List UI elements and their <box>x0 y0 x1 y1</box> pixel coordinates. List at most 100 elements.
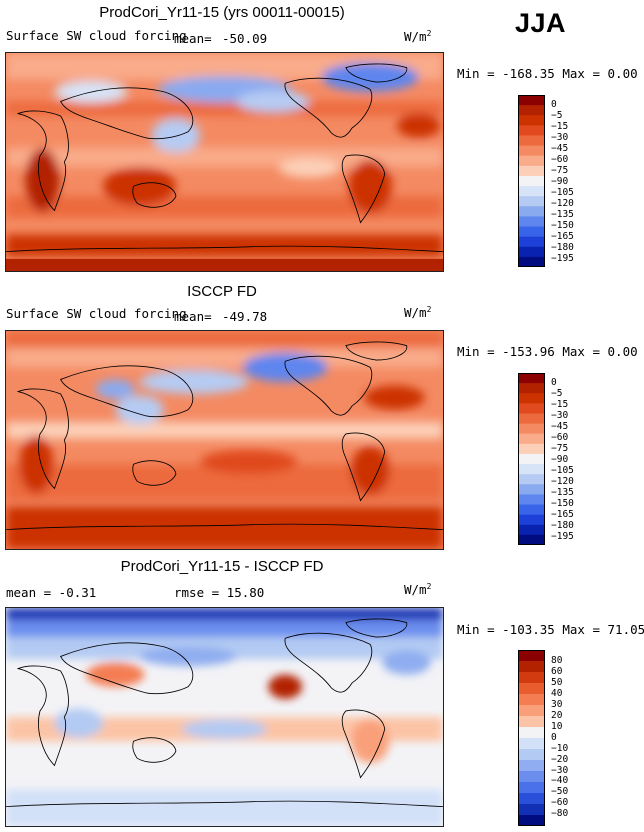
colorbar-tick: −60 <box>551 154 569 165</box>
panel-2-minmax: Min = -153.96 Max = 0.00 <box>457 344 638 359</box>
panel-1-subtitle: Surface SW cloud forcing <box>6 28 187 43</box>
panel-3-title: ProdCori_Yr11-15 - ISCCP FD <box>120 558 324 575</box>
colorbar-swatch <box>518 393 545 404</box>
colorbar-tick: −75 <box>551 165 569 176</box>
panel-1-colorbar <box>518 95 545 267</box>
colorbar-swatch <box>518 672 545 684</box>
panel-1-units: W/m2 <box>404 29 432 45</box>
panel-2-title: ISCCP FD <box>187 283 257 300</box>
panel-2-colorbar-labels: 0 −5 −15 −30 −45 −60 −75 −90 −105 −120 −… <box>551 377 574 542</box>
colorbar-tick: −105 <box>551 465 574 476</box>
colorbar-swatch <box>518 749 545 761</box>
panel-2-mean-label: mean= <box>174 309 212 324</box>
colorbar-swatch <box>518 524 545 536</box>
panel-1-mean-label: mean= <box>174 31 212 46</box>
colorbar-swatch <box>518 504 545 516</box>
colorbar-swatch <box>518 226 545 238</box>
colorbar-swatch <box>518 403 545 414</box>
colorbar-swatch <box>518 474 545 485</box>
panel-3-colorbar-labels: 80 60 50 40 30 20 10 0 −10 −20 −30 −40 −… <box>551 655 569 820</box>
panel-3-minmax: Min = -103.35 Max = 71.05 <box>457 622 644 637</box>
colorbar-tick: −40 <box>551 775 569 787</box>
colorbar-tick: 80 <box>551 655 563 666</box>
colorbar-tick: −15 <box>551 399 569 410</box>
colorbar-tick: −30 <box>551 132 569 143</box>
colorbar-swatch <box>518 804 545 816</box>
panel-3-rmse: rmse = 15.80 <box>174 585 265 600</box>
panel-1-map <box>5 52 444 272</box>
colorbar-swatch <box>518 105 545 116</box>
colorbar-swatch <box>518 145 545 157</box>
colorbar-tick: −180 <box>551 520 574 531</box>
colorbar-swatch <box>518 534 545 545</box>
colorbar-tick: −45 <box>551 143 569 154</box>
colorbar-swatch <box>518 683 545 695</box>
colorbar-swatch <box>518 216 545 228</box>
panel-2-map <box>5 330 444 550</box>
colorbar-swatch <box>518 206 545 217</box>
colorbar-swatch <box>518 484 545 495</box>
colorbar-tick: −45 <box>551 421 569 432</box>
colorbar-swatch <box>518 650 545 662</box>
colorbar-swatch <box>518 115 545 126</box>
colorbar-swatch <box>518 782 545 794</box>
panel-3-mean: mean = -0.31 <box>6 585 97 600</box>
colorbar-tick: −80 <box>551 808 569 820</box>
colorbar-tick: 0 <box>551 99 557 110</box>
season-label: JJA <box>515 8 567 38</box>
colorbar-swatch <box>518 443 545 455</box>
colorbar-swatch <box>518 186 545 197</box>
colorbar-swatch <box>518 514 545 526</box>
panel-1-mean-value: -50.09 <box>222 31 268 46</box>
colorbar-border <box>518 95 545 267</box>
colorbar-swatch <box>518 413 545 425</box>
colorbar-tick: −30 <box>551 764 569 776</box>
colorbar-tick: −135 <box>551 209 574 220</box>
colorbar-tick: −20 <box>551 753 569 765</box>
colorbar-swatch <box>518 165 545 177</box>
colorbar-swatch <box>518 95 545 106</box>
colorbar-swatch <box>518 760 545 772</box>
colorbar-tick: −105 <box>551 187 574 198</box>
colorbar-swatch <box>518 727 545 739</box>
colorbar-tick: −195 <box>551 253 574 264</box>
colorbar-tick: −120 <box>551 198 574 209</box>
colorbar-tick: −60 <box>551 432 569 443</box>
colorbar-swatch <box>518 433 545 445</box>
panel-3-colorbar <box>518 650 545 826</box>
colorbar-swatch <box>518 373 545 384</box>
colorbar-border <box>518 373 545 545</box>
colorbar-tick: 60 <box>551 665 563 677</box>
colorbar-tick: 30 <box>551 698 563 710</box>
colorbar-border <box>518 650 545 826</box>
panel-1-minmax: Min = -168.35 Max = 0.00 <box>457 66 638 81</box>
colorbar-swatch <box>518 423 545 435</box>
colorbar-swatch <box>518 236 545 248</box>
colorbar-swatch <box>518 383 545 394</box>
colorbar-swatch <box>518 464 545 475</box>
colorbar-tick: −90 <box>551 176 569 187</box>
colorbar-tick: −50 <box>551 786 569 798</box>
colorbar-swatch <box>518 196 545 207</box>
colorbar-tick: −165 <box>551 509 574 520</box>
colorbar-tick: 20 <box>551 709 563 721</box>
colorbar-tick: 50 <box>551 676 563 688</box>
panel-1-colorbar-labels: 0 −5 −15 −30 −45 −60 −75 −90 −105 −120 −… <box>551 99 574 264</box>
colorbar-swatch <box>518 494 545 506</box>
colorbar-tick: −15 <box>551 121 569 132</box>
colorbar-tick: 40 <box>551 687 563 699</box>
colorbar-tick: −75 <box>551 443 569 454</box>
colorbar-swatch <box>518 661 545 673</box>
colorbar-tick: 0 <box>551 377 557 388</box>
colorbar-swatch <box>518 705 545 717</box>
panel-1-title: ProdCori_Yr11-15 (yrs 00011-00015) <box>99 4 345 21</box>
colorbar-tick: −5 <box>551 110 563 121</box>
colorbar-tick: −135 <box>551 487 574 498</box>
colorbar-swatch <box>518 738 545 750</box>
panel-3-units: W/m2 <box>404 582 432 598</box>
panel-3-map <box>5 607 444 827</box>
colorbar-tick: −165 <box>551 231 574 242</box>
colorbar-tick: −195 <box>551 531 574 542</box>
colorbar-swatch <box>518 453 545 465</box>
panel-2-units: W/m2 <box>404 305 432 321</box>
